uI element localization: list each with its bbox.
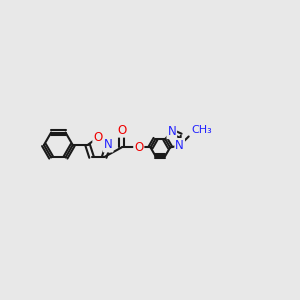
Text: N: N [104, 139, 112, 152]
Text: N: N [167, 125, 176, 138]
Text: O: O [93, 131, 103, 144]
Text: O: O [117, 124, 126, 137]
Text: N: N [175, 139, 184, 152]
Text: O: O [134, 141, 143, 154]
Text: CH₃: CH₃ [191, 125, 212, 135]
